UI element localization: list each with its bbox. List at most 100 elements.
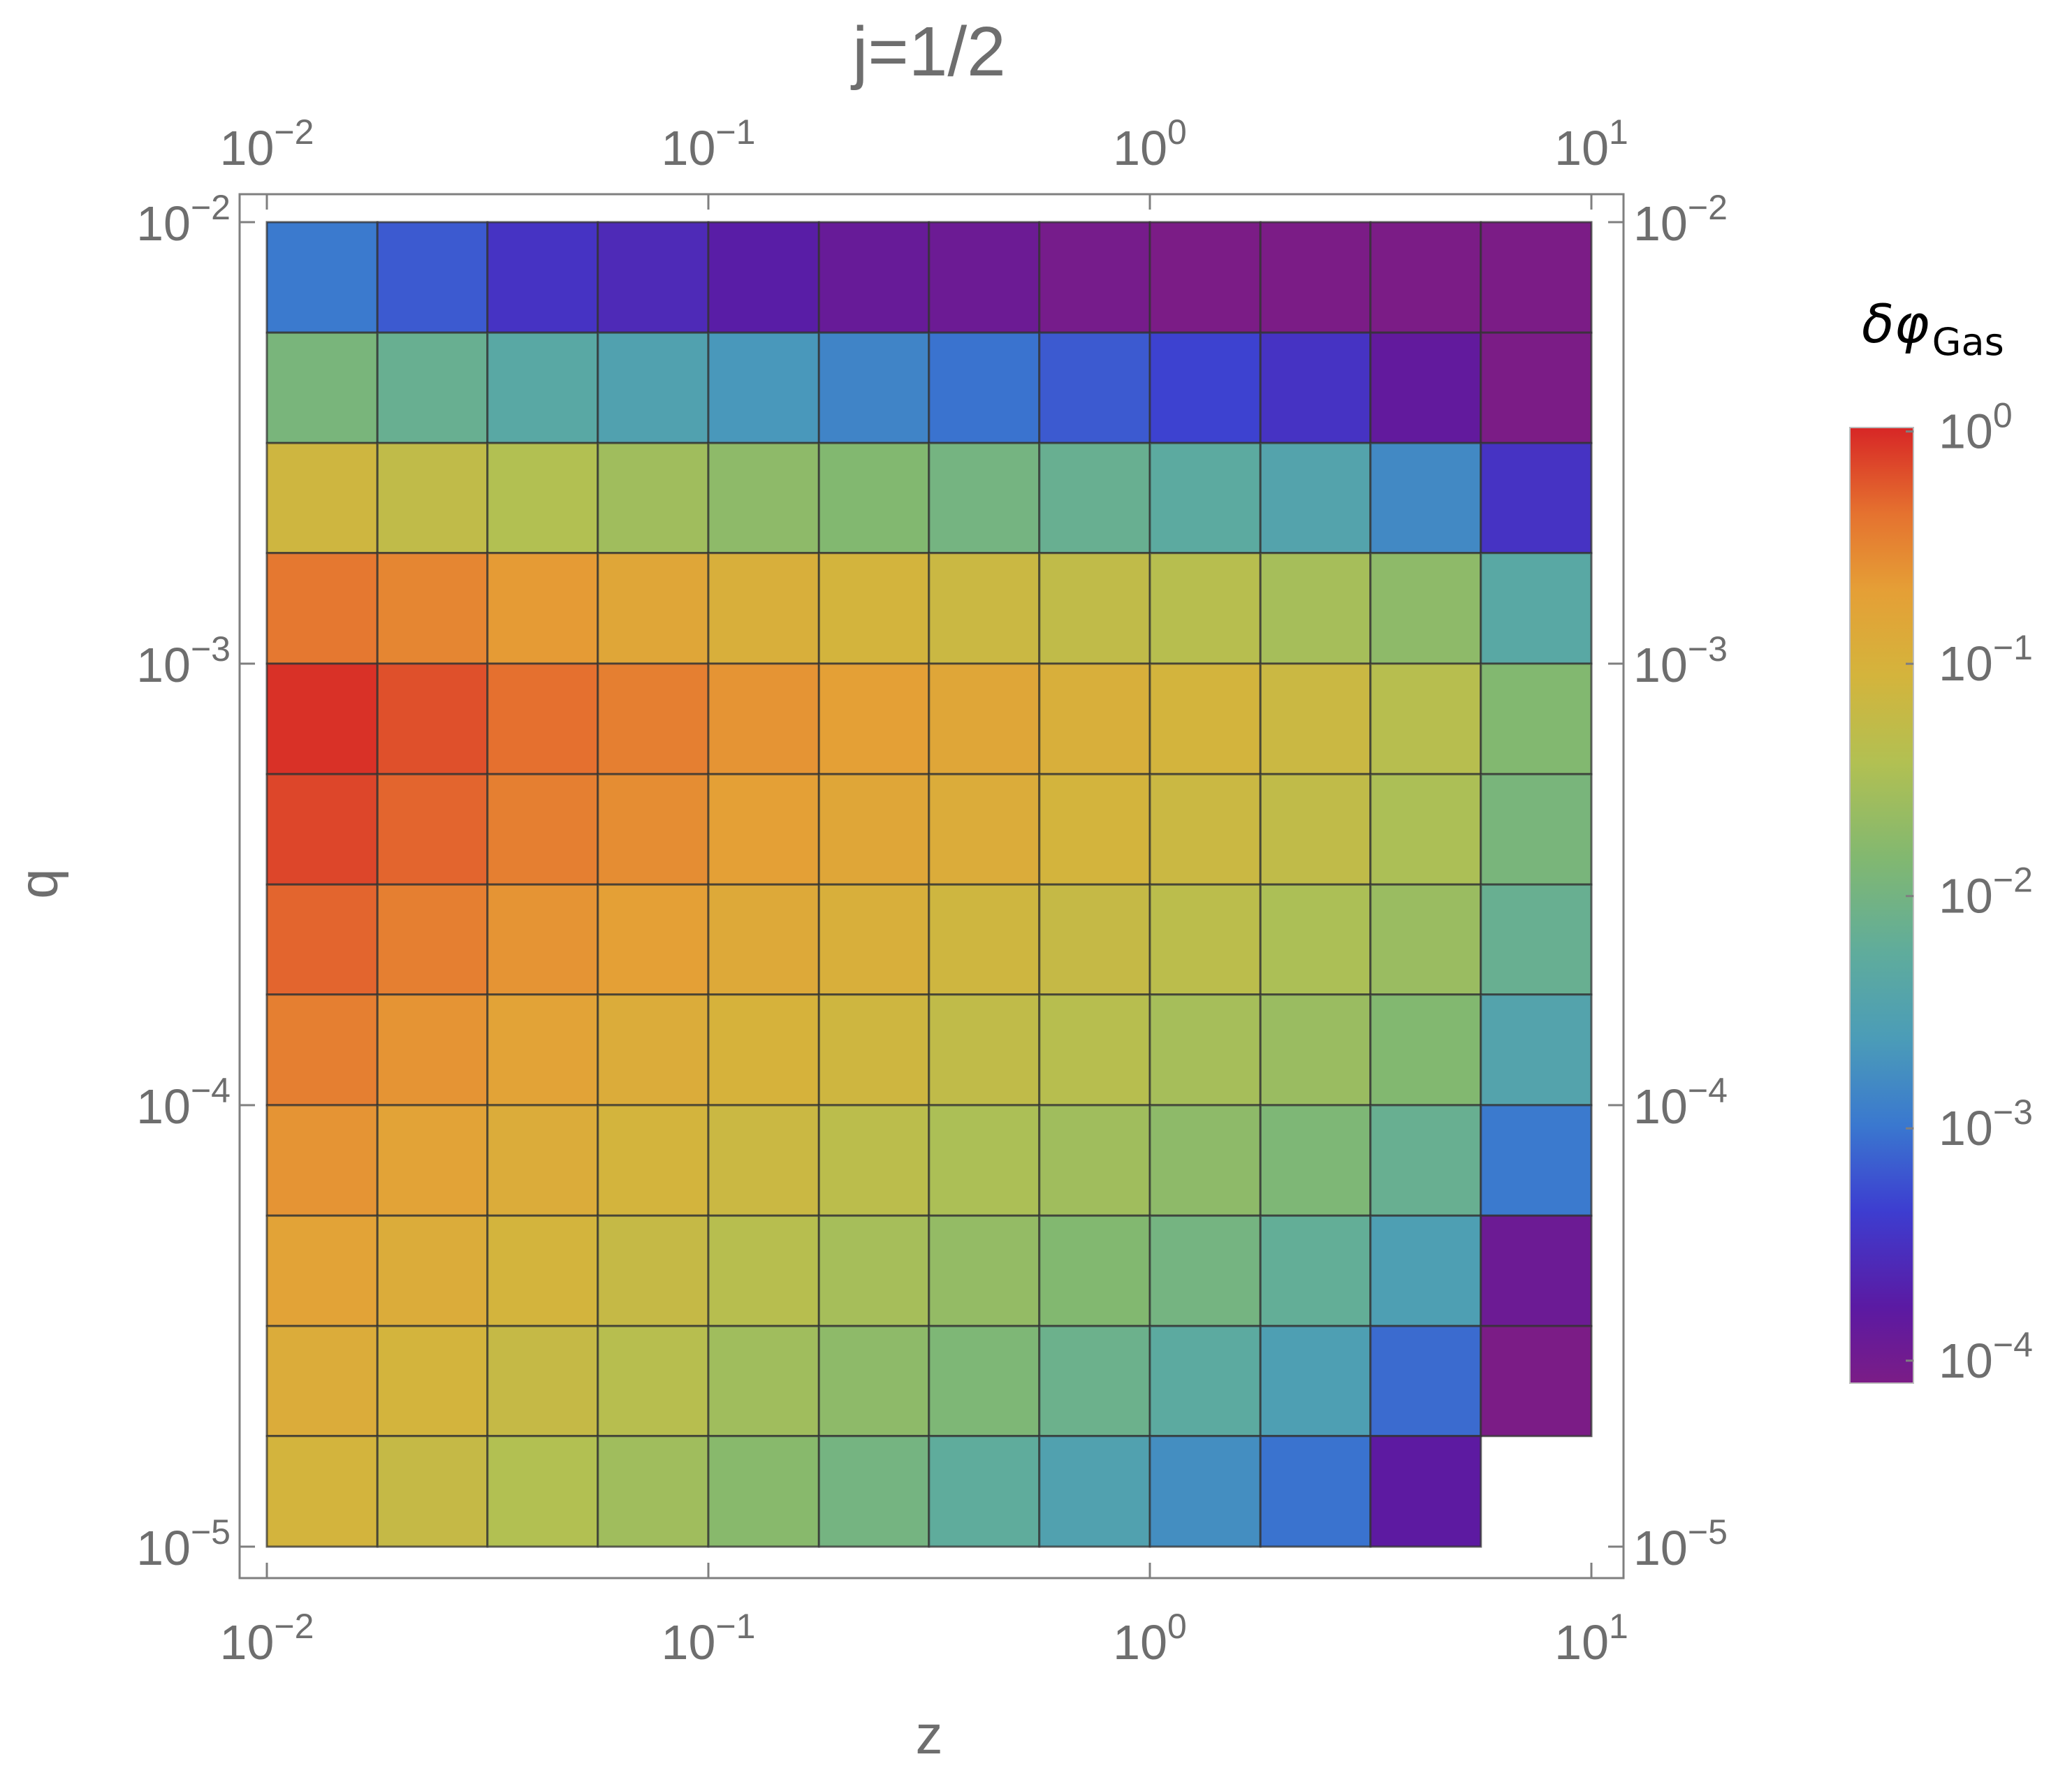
heatmap-cell (928, 331, 1041, 444)
heatmap-cell (1259, 1324, 1372, 1438)
heatmap-cell (707, 883, 820, 996)
y-tick-label-left: 10−3 (136, 629, 231, 692)
heatmap-cell (376, 883, 489, 996)
heatmap-cell (1038, 773, 1151, 886)
heatmap-cell (1259, 552, 1372, 665)
colorbar-title-symbol: δφ (1862, 293, 1929, 355)
y-tick-label-left: 10−5 (136, 1512, 231, 1575)
heatmap-cell (1259, 1104, 1372, 1217)
colorbar: δφGas 100 10−1 10−2 10−3 10−4 (1849, 293, 2033, 1388)
heatmap-cell (1038, 662, 1151, 775)
heatmap-cell (707, 1104, 820, 1217)
colorbar-tick-label: 10−1 (1939, 628, 2033, 691)
heatmap-cell (265, 993, 379, 1107)
heatmap-cell (1369, 331, 1482, 444)
heatmap-cell (265, 221, 379, 334)
heatmap-cell (707, 1214, 820, 1327)
heatmap-cell (1148, 1324, 1262, 1438)
x-tick-label-bottom: 10−2 (220, 1607, 314, 1670)
heatmap-cell (928, 1214, 1041, 1327)
heatmap-cell (1259, 1435, 1372, 1548)
x-tick-label-bottom: 100 (1113, 1607, 1187, 1670)
x-tick-label-top: 100 (1113, 112, 1187, 175)
heatmap-cell (707, 1324, 820, 1438)
heatmap-cell (707, 552, 820, 665)
heatmap-cell (1480, 441, 1593, 555)
heatmap-cell (928, 1104, 1041, 1217)
heatmap-cell (486, 1324, 599, 1438)
heatmap-cell (1038, 993, 1151, 1107)
y-tick-label-right: 10−5 (1633, 1512, 1728, 1575)
heatmap-cell (1259, 773, 1372, 886)
heatmap-cell (707, 662, 820, 775)
heatmap-cell (1369, 993, 1482, 1107)
heatmap-cell (486, 331, 599, 444)
heatmap-cell (597, 1104, 710, 1217)
heatmap-cell (1259, 662, 1372, 775)
heatmap-cell (486, 552, 599, 665)
heatmap-cell (928, 993, 1041, 1107)
colorbar-title-subscript: Gas (1932, 320, 2004, 364)
heatmap-cell (1480, 1104, 1593, 1217)
heatmap-cell (376, 1435, 489, 1548)
heatmap-cell (1259, 1214, 1372, 1327)
heatmap-cell (1148, 552, 1262, 665)
heatmap-cell (376, 1324, 489, 1438)
heatmap-cell (1038, 1214, 1151, 1327)
heatmap-cell (597, 662, 710, 775)
heatmap-cell (1369, 1214, 1482, 1327)
heatmap-cell (928, 883, 1041, 996)
heatmap-cell (817, 331, 931, 444)
heatmap-cell (1369, 552, 1482, 665)
x-axis-ticks: 10−2 10−2 10−1 10−1 100 100 101 101 (220, 112, 1628, 1670)
heatmap-cell (486, 662, 599, 775)
heatmap-cell (265, 1214, 379, 1327)
heatmap-cell (1148, 883, 1262, 996)
y-tick-label-right: 10−2 (1633, 188, 1728, 251)
heatmap-cell (1480, 552, 1593, 665)
heatmap-cell (1038, 1104, 1151, 1217)
heatmap-cell (1369, 662, 1482, 775)
heatmap-cell (817, 1214, 931, 1327)
heatmap-cell (1480, 883, 1593, 996)
heatmap-cell (1148, 993, 1262, 1107)
heatmap-cell (1480, 1214, 1593, 1327)
heatmap-cell (1369, 221, 1482, 334)
y-tick-label-right: 10−3 (1633, 629, 1728, 692)
heatmap-cell (597, 773, 710, 886)
heatmap-cell (1369, 1104, 1482, 1217)
heatmap-cell (376, 552, 489, 665)
heatmap-cell (1038, 441, 1151, 555)
colorbar-tick-label: 100 (1939, 396, 2013, 459)
heatmap-cell (707, 331, 820, 444)
heatmap-cell (707, 773, 820, 886)
heatmap-cell (1480, 1324, 1593, 1438)
heatmap-cell (486, 1435, 599, 1548)
y-axis-ticks: 10−2 10−2 10−3 10−3 10−4 10−4 10−5 10−5 (136, 188, 1728, 1575)
heatmap-cell (265, 662, 379, 775)
heatmap-cell (817, 662, 931, 775)
heatmap-cell (597, 1324, 710, 1438)
heatmap-cell (1038, 552, 1151, 665)
x-tick-label-bottom: 101 (1554, 1607, 1628, 1670)
colorbar-gradient (1849, 427, 1914, 1384)
heatmap-cell (1259, 441, 1372, 555)
heatmap-cell (707, 993, 820, 1107)
heatmap-cell (486, 441, 599, 555)
heatmap-cell (1480, 662, 1593, 775)
heatmap-cell (817, 883, 931, 996)
heatmap-cell (1369, 883, 1482, 996)
heatmap-cell (1038, 331, 1151, 444)
heatmap-cell (486, 883, 599, 996)
heatmap-cell (928, 1324, 1041, 1438)
heatmap-cell (1148, 441, 1262, 555)
heatmap-cell (1038, 1435, 1151, 1548)
heatmap-cell (817, 552, 931, 665)
heatmap-cell (597, 552, 710, 665)
y-tick-label-left: 10−4 (136, 1071, 231, 1134)
heatmap-cell (376, 441, 489, 555)
heatmap-cell (1038, 883, 1151, 996)
x-tick-label-top: 10−1 (662, 112, 756, 175)
heatmap-cell (376, 1104, 489, 1217)
